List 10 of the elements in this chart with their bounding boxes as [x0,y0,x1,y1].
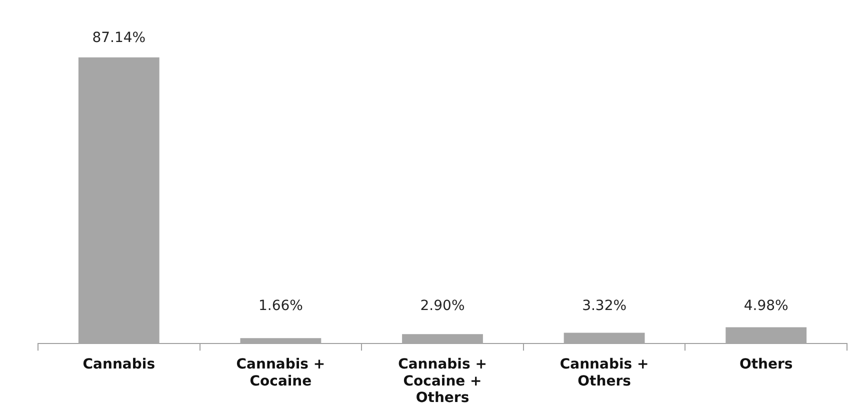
x-tick-label: Cannabis + Others [560,356,649,390]
x-tick-label: Cannabis + Cocaine [236,356,326,390]
data-label: 3.32% [582,298,627,314]
data-label: 1.66% [258,298,303,314]
data-label: 87.14% [92,30,146,46]
data-label: 4.98% [744,298,788,314]
x-tick-label: Cannabis [82,356,156,373]
x-tick-label: Cannabis + Cocaine + Others [398,356,487,406]
data-label: 2.90% [420,298,465,314]
x-tick-label: Others [739,356,793,373]
